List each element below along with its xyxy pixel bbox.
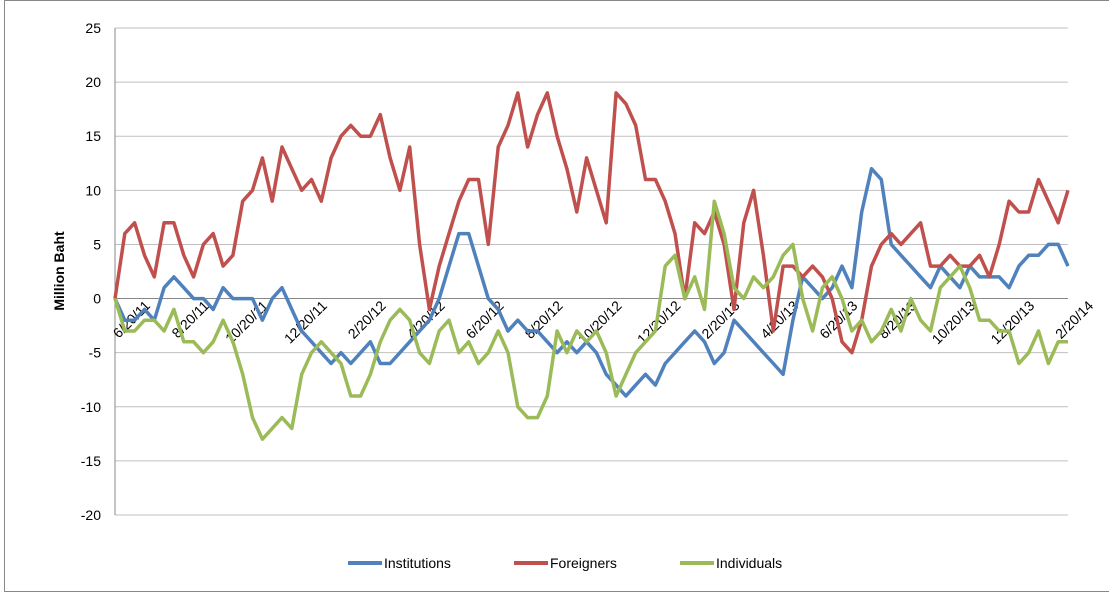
- x-tick-label: 10/20/11: [222, 297, 271, 346]
- y-axis-title: Million Baht: [51, 231, 67, 311]
- series-line: [113, 166, 1070, 398]
- y-tick-label: -10: [81, 399, 101, 415]
- y-tick-label: 15: [85, 128, 101, 144]
- y-tick-label: -15: [81, 453, 101, 469]
- y-tick-label: 10: [85, 182, 101, 198]
- series-line: [113, 199, 1068, 441]
- legend-label: Foreigners: [550, 555, 617, 571]
- x-tick-label: 2/20/14: [1052, 297, 1096, 341]
- y-tick-label: 20: [85, 74, 101, 90]
- y-tick-label: 25: [85, 20, 101, 36]
- legend-label: Institutions: [384, 555, 451, 571]
- series-line: [113, 91, 1070, 355]
- y-tick-label: 0: [93, 291, 101, 307]
- y-tick-label: 5: [93, 236, 101, 252]
- chart-border: [4, 0, 1109, 592]
- y-tick-label: -20: [81, 507, 101, 523]
- x-tick-label: 8/20/11: [168, 297, 212, 341]
- y-tick-label: -5: [89, 345, 102, 361]
- legend-label: Individuals: [716, 555, 782, 571]
